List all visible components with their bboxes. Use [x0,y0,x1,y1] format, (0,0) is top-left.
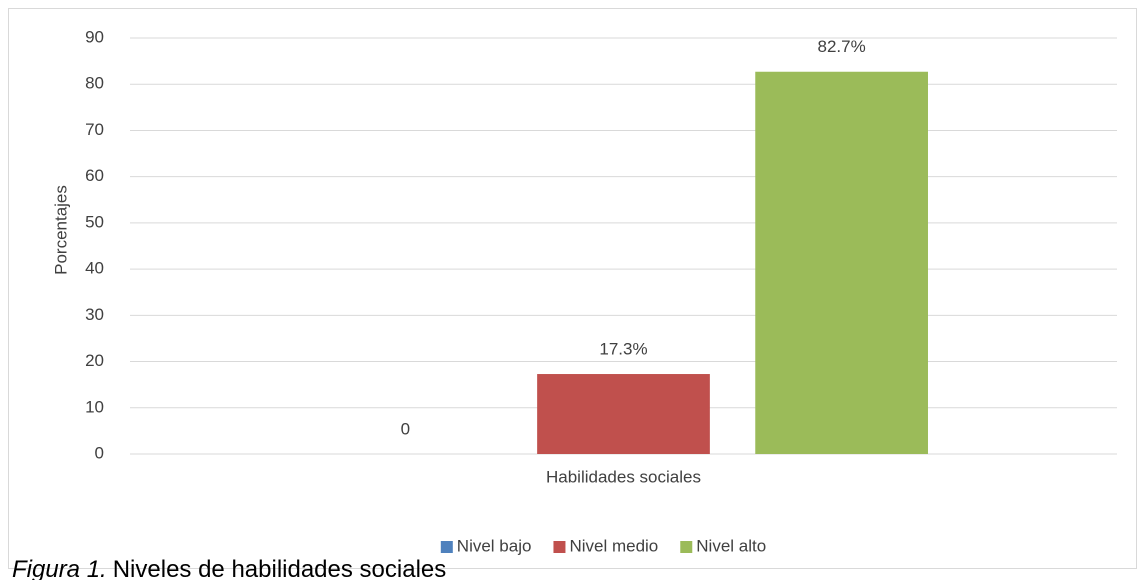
y-tick-label: 50 [85,212,104,231]
y-tick-label: 20 [85,351,104,370]
y-tick-label: 70 [85,120,104,139]
y-tick-label: 90 [85,27,104,46]
y-tick-label: 0 [95,443,104,462]
x-tick-label: Habilidades sociales [546,467,701,486]
y-tick-label: 80 [85,74,104,93]
legend-label: Nivel bajo [457,536,532,555]
legend-label: Nivel alto [696,536,766,555]
legend-swatch [680,541,693,553]
y-tick-label: 40 [85,259,104,278]
chart-frame [8,8,1137,569]
caption: Figura 1. Niveles de habilidades sociales [12,556,446,580]
y-tick-label: 30 [85,305,104,324]
legend-swatch [553,541,566,553]
caption-text: Niveles de habilidades sociales [113,556,447,580]
caption-label: Figura 1. [12,556,107,580]
bar [537,374,710,454]
data-label: 82.7% [818,37,866,56]
legend-swatch [440,541,453,553]
y-tick-label: 10 [85,397,104,416]
y-axis-title: Porcentajes [51,185,70,275]
legend-label: Nivel medio [569,536,658,555]
bar [755,71,928,455]
data-label: 0 [401,419,410,438]
y-tick-label: 60 [85,166,104,185]
data-label: 17.3% [599,340,647,359]
